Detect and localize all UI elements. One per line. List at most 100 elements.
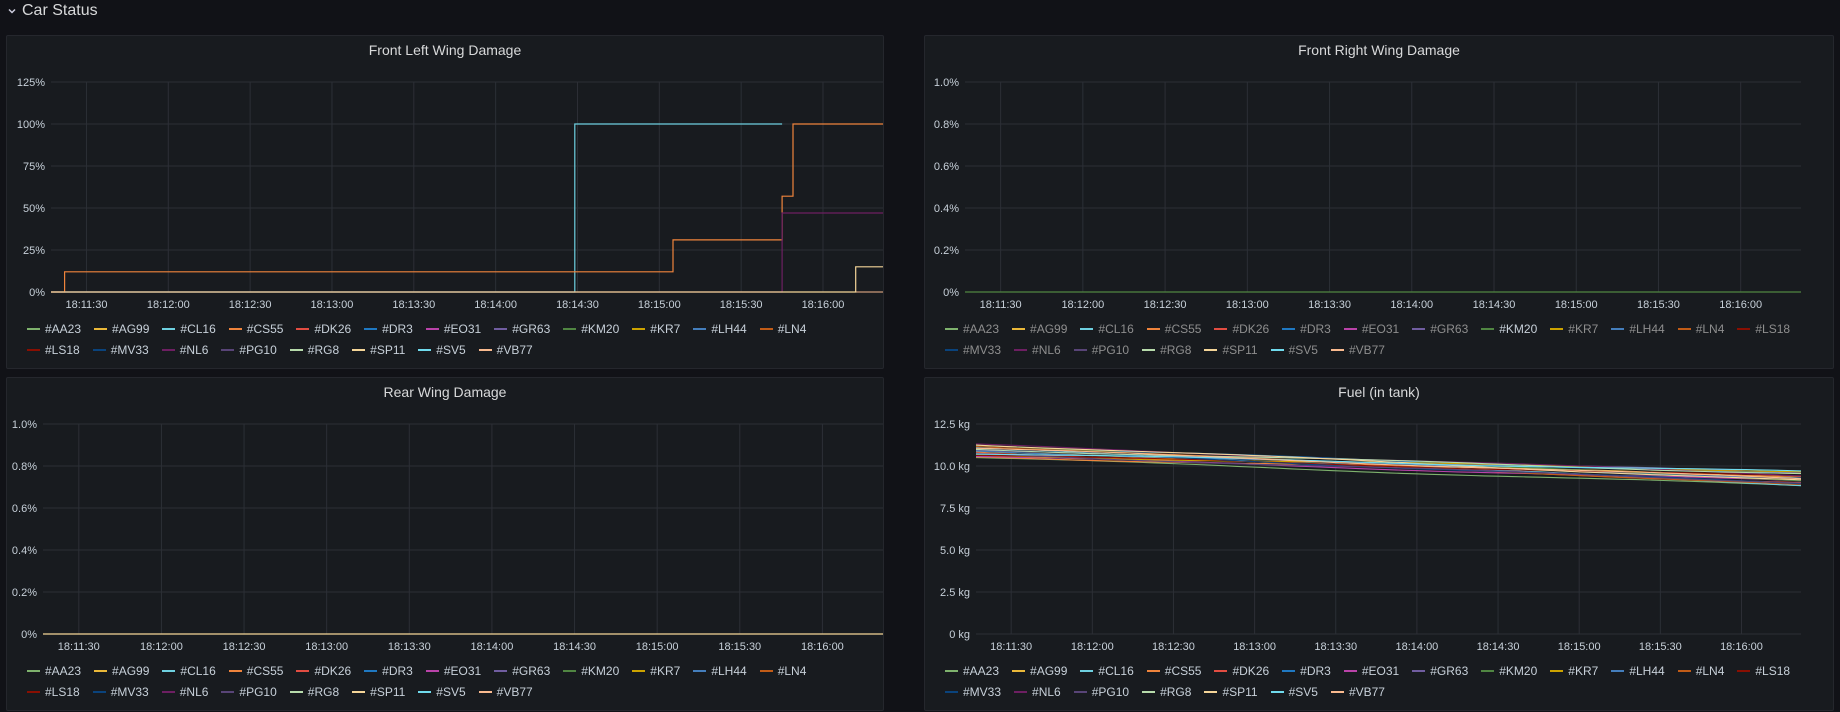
legend-item-sp11[interactable]: #SP11	[1204, 341, 1258, 358]
legend-item-mv33[interactable]: #MV33	[945, 341, 1001, 358]
legend-item-dk26[interactable]: #DK26	[1214, 662, 1269, 679]
legend-item-aa23[interactable]: #AA23	[945, 662, 999, 679]
legend-item-dr3[interactable]: #DR3	[1282, 320, 1331, 337]
x-tick-label: 18:15:30	[1637, 299, 1680, 311]
legend-item-lh44[interactable]: #LH44	[1611, 662, 1665, 679]
legend-item-cl16[interactable]: #CL16	[1080, 662, 1134, 679]
legend-item-dr3[interactable]: #DR3	[364, 320, 413, 337]
legend-item-cs55[interactable]: #CS55	[228, 320, 283, 337]
legend-item-ls18[interactable]: #LS18	[27, 683, 80, 700]
legend-item-eo31[interactable]: #EO31	[1343, 320, 1399, 337]
legend-item-km20[interactable]: #KM20	[563, 320, 619, 337]
legend-item-ls18[interactable]: #LS18	[1737, 662, 1790, 679]
legend-item-mv33[interactable]: #MV33	[92, 683, 149, 700]
legend-item-kr7[interactable]: #KR7	[1550, 662, 1598, 679]
legend-label: #LN4	[1695, 663, 1725, 678]
y-tick-label: 10.0 kg	[934, 461, 970, 473]
legend-item-dk26[interactable]: #DK26	[1214, 320, 1269, 337]
legend-item-kr7[interactable]: #KR7	[632, 662, 680, 679]
legend-item-sv5[interactable]: #SV5	[418, 341, 466, 358]
legend-item-rg8[interactable]: #RG8	[1142, 341, 1191, 358]
legend-item-eo31[interactable]: #EO31	[1343, 662, 1399, 679]
legend-item-kr7[interactable]: #KR7	[1550, 320, 1598, 337]
x-tick-label: 18:15:00	[1555, 299, 1598, 311]
legend-item-rg8[interactable]: #RG8	[289, 683, 339, 700]
legend-item-nl6[interactable]: #NL6	[161, 683, 208, 700]
legend-item-ag99[interactable]: #AG99	[1012, 662, 1067, 679]
legend-item-sp11[interactable]: #SP11	[352, 341, 405, 358]
legend-item-aa23[interactable]: #AA23	[945, 320, 999, 337]
legend-item-sp11[interactable]: #SP11	[352, 683, 405, 700]
legend-item-sv5[interactable]: #SV5	[1270, 341, 1318, 358]
legend-item-eo31[interactable]: #EO31	[425, 662, 481, 679]
legend-item-nl6[interactable]: #NL6	[1014, 341, 1061, 358]
legend-item-lh44[interactable]: #LH44	[693, 662, 747, 679]
legend-item-gr63[interactable]: #GR63	[1412, 662, 1468, 679]
legend-item-dr3[interactable]: #DR3	[364, 662, 413, 679]
x-tick-label: 18:15:00	[636, 641, 679, 653]
row-header-car-status[interactable]: Car Status	[6, 0, 98, 22]
legend-swatch	[162, 327, 176, 330]
legend-item-gr63[interactable]: #GR63	[494, 662, 550, 679]
legend-item-ag99[interactable]: #AG99	[94, 662, 149, 679]
x-tick-label: 18:13:30	[1314, 641, 1357, 653]
legend-item-cl16[interactable]: #CL16	[162, 320, 216, 337]
legend-swatch	[1343, 669, 1357, 672]
legend-item-sp11[interactable]: #SP11	[1204, 683, 1258, 700]
legend-item-ls18[interactable]: #LS18	[1737, 320, 1790, 337]
legend-item-vb77[interactable]: #VB77	[478, 683, 533, 700]
legend-item-gr63[interactable]: #GR63	[1412, 320, 1468, 337]
legend-item-kr7[interactable]: #KR7	[632, 320, 680, 337]
legend-item-ag99[interactable]: #AG99	[1012, 320, 1067, 337]
legend-item-lh44[interactable]: #LH44	[693, 320, 747, 337]
legend-item-vb77[interactable]: #VB77	[1330, 341, 1385, 358]
legend-item-vb77[interactable]: #VB77	[478, 341, 533, 358]
legend-item-pg10[interactable]: #PG10	[1073, 341, 1129, 358]
legend-item-sv5[interactable]: #SV5	[1270, 683, 1318, 700]
legend-item-cl16[interactable]: #CL16	[162, 662, 216, 679]
legend-item-ln4[interactable]: #LN4	[759, 320, 806, 337]
legend-item-pg10[interactable]: #PG10	[221, 341, 277, 358]
legend-item-dk26[interactable]: #DK26	[296, 662, 351, 679]
legend-item-cs55[interactable]: #CS55	[1146, 320, 1201, 337]
legend-item-rg8[interactable]: #RG8	[1142, 683, 1191, 700]
legend-item-sv5[interactable]: #SV5	[418, 683, 466, 700]
legend-label: #LS18	[1755, 663, 1791, 678]
legend-item-ln4[interactable]: #LN4	[1677, 662, 1725, 679]
legend-item-vb77[interactable]: #VB77	[1330, 683, 1385, 700]
legend-swatch	[1146, 669, 1160, 672]
legend-item-gr63[interactable]: #GR63	[494, 320, 550, 337]
legend-item-dr3[interactable]: #DR3	[1282, 662, 1331, 679]
legend-item-cs55[interactable]: #CS55	[228, 662, 283, 679]
legend-item-cl16[interactable]: #CL16	[1080, 320, 1134, 337]
legend-item-aa23[interactable]: #AA23	[27, 320, 81, 337]
x-tick-label: 18:13:00	[311, 299, 354, 311]
panel-title[interactable]: Front Right Wing Damage	[1298, 42, 1460, 58]
legend-item-pg10[interactable]: #PG10	[1073, 683, 1129, 700]
legend-item-rg8[interactable]: #RG8	[289, 341, 339, 358]
legend-item-ag99[interactable]: #AG99	[94, 320, 149, 337]
legend-item-lh44[interactable]: #LH44	[1611, 320, 1665, 337]
panel-title[interactable]: Fuel (in tank)	[1338, 384, 1420, 400]
legend-item-mv33[interactable]: #MV33	[945, 683, 1001, 700]
legend-item-ls18[interactable]: #LS18	[27, 341, 80, 358]
legend-item-pg10[interactable]: #PG10	[221, 683, 277, 700]
legend-item-km20[interactable]: #KM20	[1481, 320, 1537, 337]
legend-item-nl6[interactable]: #NL6	[161, 341, 208, 358]
legend-item-nl6[interactable]: #NL6	[1014, 683, 1061, 700]
legend-label: #GR63	[512, 663, 551, 678]
panel-title[interactable]: Rear Wing Damage	[383, 384, 507, 400]
legend-item-aa23[interactable]: #AA23	[27, 662, 81, 679]
legend-swatch	[1146, 327, 1160, 330]
y-tick-label: 0.4%	[12, 545, 37, 557]
legend-item-ln4[interactable]: #LN4	[1677, 320, 1724, 337]
panel-title[interactable]: Front Left Wing Damage	[368, 42, 522, 58]
legend-item-mv33[interactable]: #MV33	[92, 341, 149, 358]
legend-swatch	[1282, 327, 1296, 330]
legend-item-ln4[interactable]: #LN4	[759, 662, 806, 679]
legend-item-km20[interactable]: #KM20	[563, 662, 619, 679]
legend-item-cs55[interactable]: #CS55	[1146, 662, 1201, 679]
legend-item-eo31[interactable]: #EO31	[425, 320, 481, 337]
legend-item-dk26[interactable]: #DK26	[296, 320, 351, 337]
legend-item-km20[interactable]: #KM20	[1481, 662, 1537, 679]
